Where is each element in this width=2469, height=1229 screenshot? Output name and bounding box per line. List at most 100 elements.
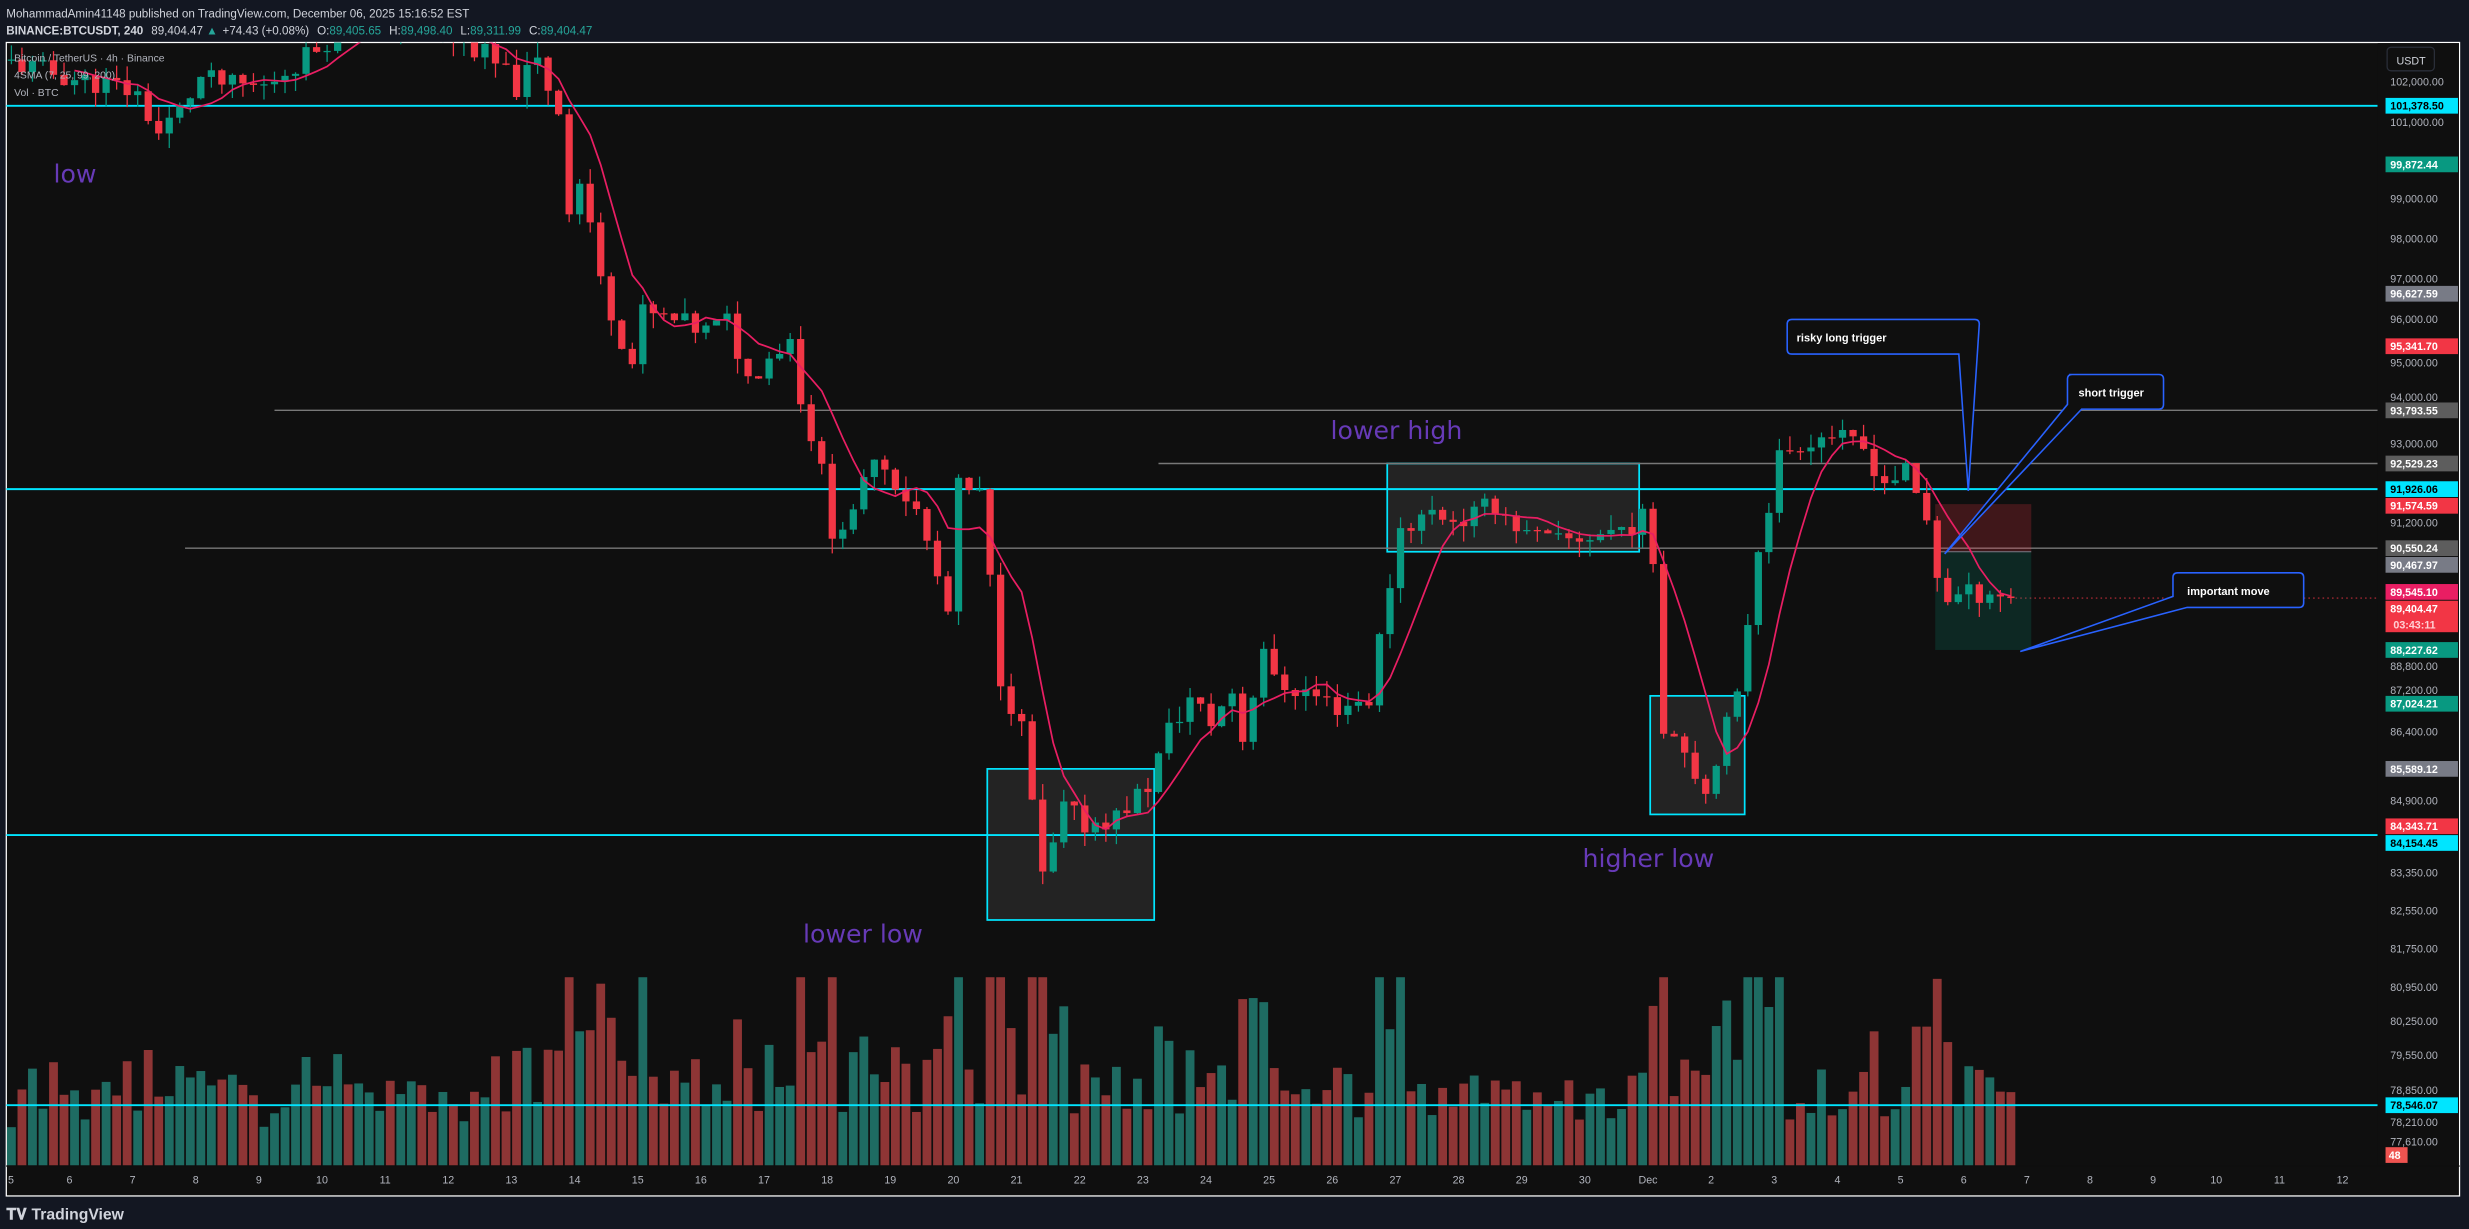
- candle-body: [260, 84, 268, 86]
- rect-lower-low[interactable]: [986, 768, 1156, 921]
- time-tick: 21: [1011, 1174, 1023, 1186]
- volume-bar: [343, 1084, 353, 1167]
- time-tick: 9: [2150, 1174, 2156, 1186]
- volume-bar: [396, 1094, 406, 1167]
- candle: [1775, 438, 1784, 523]
- candle: [1060, 789, 1068, 848]
- time-tick: 6: [1961, 1174, 1967, 1186]
- volume-bar: [1774, 977, 1784, 1167]
- candle-body: [1902, 463, 1910, 481]
- volume-bar: [975, 1103, 984, 1167]
- annotation-lower-high[interactable]: lower high: [1331, 416, 1463, 445]
- candle: [1270, 634, 1278, 676]
- candle: [1218, 705, 1226, 728]
- candle-body: [607, 276, 615, 321]
- tradingview-logo[interactable]: 𝐓𝐕 TradingView: [6, 1207, 124, 1224]
- candle: [1586, 534, 1594, 557]
- time-tick: 19: [884, 1174, 896, 1186]
- volume-bar: [1322, 1090, 1332, 1167]
- candle-body: [618, 320, 626, 349]
- volume-bar: [1732, 1059, 1742, 1167]
- volume-bar: [1806, 1112, 1816, 1167]
- time-tick: 16: [695, 1174, 707, 1186]
- volume-bar: [922, 1059, 932, 1167]
- time-tick: 11: [380, 1174, 391, 1186]
- volume-value-text: 48: [2389, 1150, 2401, 1162]
- volume-bar: [1596, 1088, 1605, 1167]
- candle-body: [923, 509, 931, 541]
- candle-body: [144, 91, 152, 121]
- candle: [1744, 613, 1752, 697]
- price-tick: 81,750.00: [2390, 943, 2438, 955]
- horizontal-levels: [6, 104, 2378, 1107]
- annotation-higher-low[interactable]: higher low: [1582, 844, 1714, 873]
- volume-bar: [533, 1101, 542, 1167]
- volume-bar: [1480, 1102, 1490, 1167]
- legend-symbol[interactable]: Bitcoin / TetherUS · 4h · Binance: [14, 53, 165, 64]
- volume-bar: [775, 1086, 785, 1167]
- candle-body: [933, 540, 942, 577]
- volume-bar: [1669, 1096, 1679, 1167]
- candle-body: [975, 489, 984, 491]
- countdown-timer: 03:43:11: [2393, 619, 2435, 631]
- time-tick: 10: [2210, 1174, 2222, 1186]
- callout-important-move[interactable]: important move: [2019, 572, 2305, 653]
- candle-body: [797, 339, 805, 405]
- volume-bar: [1448, 1106, 1458, 1167]
- candle: [302, 42, 310, 81]
- price-tick: 95,000.00: [2390, 357, 2438, 369]
- candle: [1796, 447, 1805, 461]
- candle: [1923, 478, 1931, 525]
- volume-bar: [901, 1063, 911, 1167]
- candle: [291, 72, 300, 92]
- candle: [312, 42, 321, 53]
- volume-bar: [1911, 1026, 1921, 1167]
- candle-body: [1544, 530, 1552, 534]
- volume-bar: [1585, 1093, 1595, 1167]
- time-tick: Dec: [1638, 1174, 1658, 1186]
- price-label-text: 93,793.55: [2390, 405, 2438, 417]
- volume-bar: [1659, 977, 1669, 1167]
- annotation-lower-low[interactable]: lower low: [803, 920, 923, 949]
- candle: [1754, 550, 1762, 635]
- candle: [1681, 733, 1689, 768]
- candle: [207, 62, 215, 88]
- candle-body: [1512, 515, 1520, 532]
- callout-short-trigger[interactable]: short trigger: [1944, 373, 2165, 555]
- callout-risky-long-trigger[interactable]: risky long trigger: [1786, 318, 1981, 492]
- candle-body: [681, 313, 689, 321]
- candle-body: [1586, 540, 1594, 542]
- time-axis[interactable]: 5 6 7 8 9 10 11 12 13 14 15 16 17 18 19 20 21 22 23 24 25 26 2…: [8, 1174, 2349, 1186]
- price-label-text: 90,467.97: [2390, 560, 2438, 572]
- time-tick: 8: [2087, 1174, 2093, 1186]
- candle: [565, 108, 573, 223]
- volume-bar: [617, 1060, 627, 1167]
- volume-bar: [564, 977, 574, 1167]
- candle-body: [1691, 752, 1699, 779]
- price-label-text: 85,589.12: [2390, 764, 2438, 776]
- volume-bar: [1796, 1103, 1805, 1167]
- volume-bar: [691, 1059, 700, 1167]
- volume-bar: [1090, 1077, 1100, 1167]
- currency-button[interactable]: USDT: [2386, 46, 2435, 72]
- volume-bar: [406, 1081, 416, 1167]
- volume-bar: [585, 1030, 595, 1167]
- price-label-bg: [2385, 761, 2458, 777]
- candle-body: [912, 501, 921, 510]
- candle-body: [1281, 674, 1289, 691]
- legend-indicator[interactable]: 4SMA (7, 25, 99, 200): [14, 71, 115, 82]
- candle-body: [1070, 801, 1078, 806]
- price-label-bg: [2385, 402, 2458, 419]
- time-tick: 15: [632, 1174, 644, 1186]
- legend-volume[interactable]: Vol · BTC: [14, 88, 59, 99]
- candle-body: [155, 120, 163, 134]
- volume-bar: [364, 1092, 374, 1167]
- volume-bar: [1027, 977, 1037, 1167]
- short-position-tool[interactable]: [1935, 504, 2032, 650]
- price-tick: 80,950.00: [2390, 982, 2438, 994]
- candle: [1902, 459, 1910, 482]
- candle-body: [1754, 552, 1762, 626]
- annotation-low[interactable]: low: [54, 160, 97, 189]
- volume-bar: [427, 1111, 437, 1167]
